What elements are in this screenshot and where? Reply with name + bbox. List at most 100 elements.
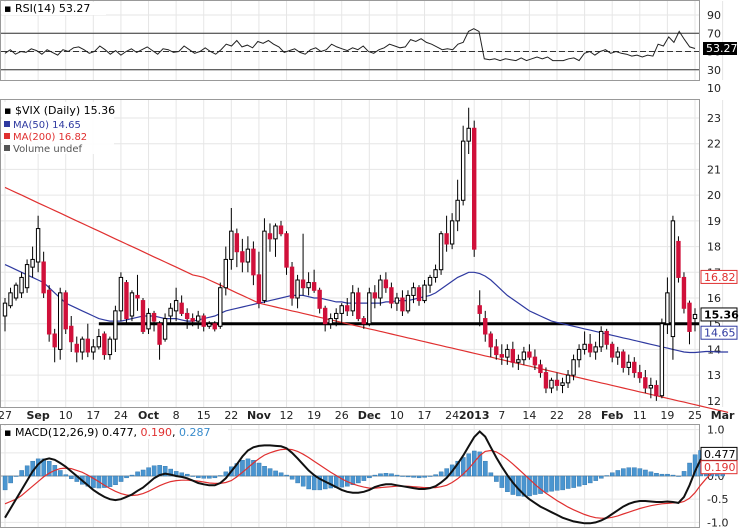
candle-20 [113,305,118,352]
macd-hist-bar-108 [598,475,604,479]
candle-body-37 [207,323,212,327]
candle-body-74 [411,287,416,296]
candle-body-5 [30,258,35,268]
candle-69 [383,272,389,293]
candle-82 [455,179,460,232]
candle-9 [52,328,57,363]
candle-body-123 [681,276,687,309]
candle-body-39 [218,287,223,327]
candle-body-100 [554,379,560,386]
legend-label-2: Volume undef [13,144,83,155]
legend-label-0: MA(50) 14.65 [13,120,81,131]
candle-body-115 [637,372,642,379]
candle-body-61 [339,305,344,314]
candle-29 [162,313,168,342]
candle-108 [598,326,604,352]
macd-title-part-3: 0.287 [179,426,211,439]
candle-115 [637,364,642,383]
candle-101 [560,377,565,394]
candle-body-69 [383,279,389,289]
macd-hist-bar-121 [670,474,676,477]
candle-54 [300,233,306,296]
candle-85 [472,120,477,257]
candle-66 [367,287,372,327]
candle-body-86 [477,305,482,314]
macd-hist-bar-4 [24,465,30,477]
candle-72 [400,290,405,316]
macd-badge-1 [700,460,738,475]
price-title-icon: ▪ [4,104,15,117]
macd-hist-bar-71 [394,474,400,477]
macd-hist-bar-37 [207,475,212,479]
candle-body-109 [604,330,609,345]
price-title: ▪ $VIX (Daily) 15.36 [4,104,115,117]
rsi-title-bg [2,2,106,15]
candle-body-97 [538,364,543,374]
candle-91 [505,344,510,365]
candle-body-14 [80,338,85,353]
macd-hist-bar-63 [350,475,356,486]
candle-body-31 [173,300,179,312]
macd-hist-bar-1 [8,475,13,484]
candle-84 [466,107,471,154]
candle-body-84 [466,127,471,142]
macd-hist-bar-106 [587,475,593,484]
x-label-12: 26 [335,409,349,422]
price-tick-label-2: 21 [707,163,721,176]
candle-body-13 [74,343,79,353]
candle-body-41 [229,230,234,260]
candle-70 [389,282,394,309]
candle-56 [311,269,317,293]
candle-109 [604,328,609,350]
candle-body-71 [394,297,400,304]
candle-body-101 [560,382,565,386]
macd-hist-bar-80 [444,468,450,477]
candle-11 [63,290,68,334]
macd-tick-label-4: -1.0 [707,516,728,529]
candle-46 [256,251,262,309]
macd-hist-bar-114 [632,467,637,477]
candle-60 [334,308,339,327]
macd-hist-bar-12 [69,475,74,479]
rsi-value-badge [703,42,737,55]
candle-21 [118,272,124,322]
candle-body-53 [295,279,300,299]
macd-hist-bar-52 [289,475,295,480]
macd-hist-bar-33 [184,473,190,477]
macd-signal-line [4,448,723,519]
candle-body-92 [510,348,516,363]
candle-body-121 [670,220,676,338]
candle-73 [405,290,411,314]
legend-swatch-1 [4,133,10,139]
candle-103 [571,354,576,381]
candle-body-82 [455,199,460,222]
macd-hist-bar-112 [621,468,626,477]
candle-121 [670,215,676,360]
price-tick-label-11: 12 [707,395,721,408]
macd-hist-bar-48 [267,468,273,477]
candle-96 [532,349,538,370]
candle-124 [687,300,692,345]
candle-106 [587,334,593,358]
candle-45 [251,241,256,286]
candle-49 [273,223,278,257]
candle-body-46 [256,274,262,304]
x-label-1: Sep [26,409,49,422]
legend-label-1: MA(200) 16.82 [13,132,87,143]
macd-hist-bar-111 [615,470,621,477]
candle-body-32 [179,302,184,314]
candle-42 [234,228,240,268]
candle-body-105 [582,343,587,350]
candle-body-116 [643,377,648,389]
macd-hist-bar-103 [571,475,576,488]
candle-74 [411,282,416,304]
candle-34 [190,313,195,327]
legend-swatch-0 [4,121,10,127]
x-label-19: 14 [522,409,536,422]
candle-body-113 [626,361,631,368]
macd-hist-bar-57 [317,475,323,491]
candle-3 [19,272,24,298]
candle-58 [322,305,328,332]
price-badge-text-0: 16.82 [704,271,736,284]
